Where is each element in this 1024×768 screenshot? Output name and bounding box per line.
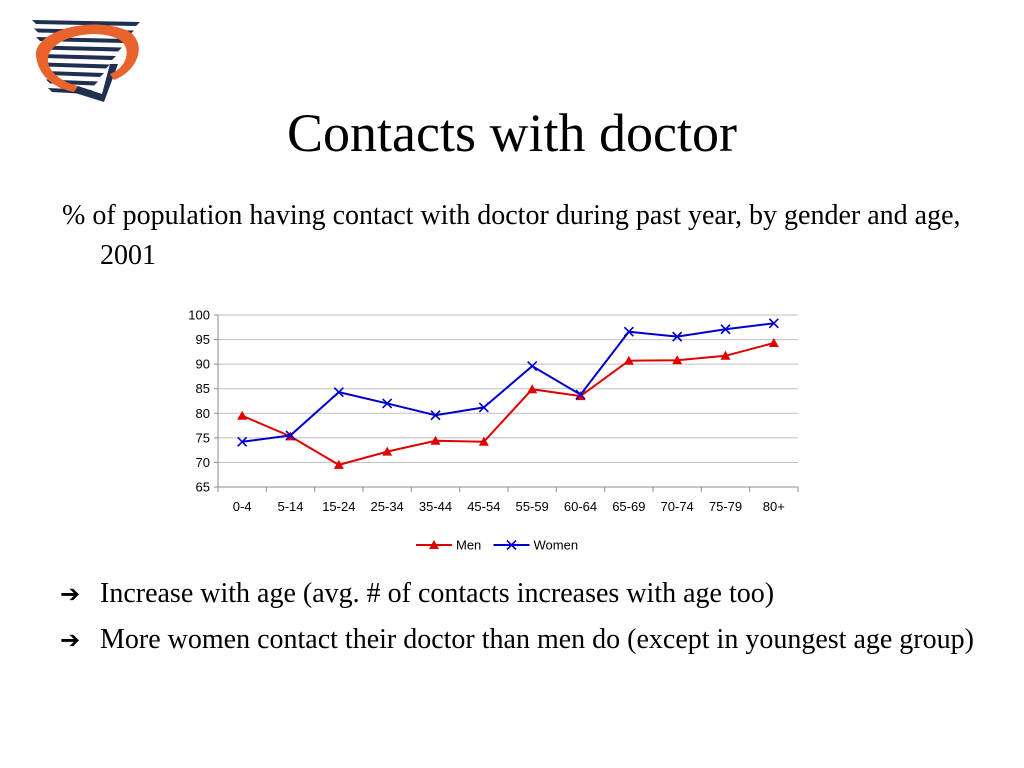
data-point (429, 540, 439, 549)
slide-title: Contacts with doctor (287, 103, 737, 163)
data-point (382, 446, 393, 456)
logo-stripe (72, 64, 118, 102)
data-point (623, 355, 634, 365)
data-point (237, 436, 248, 447)
logo-stripe (44, 71, 104, 77)
logo-stripe (40, 54, 116, 60)
x-tick-label: 55-59 (516, 499, 549, 514)
chart-grid (218, 314, 798, 488)
x-tick-label: 80+ (763, 499, 785, 514)
series-line (242, 322, 774, 443)
bullet-text: Increase with age (avg. # of contacts in… (100, 578, 775, 609)
logo-stripe (32, 20, 140, 26)
series-line (241, 342, 775, 466)
bullet-text: More women contact their doctor than men… (100, 624, 974, 655)
data-point (672, 355, 683, 365)
data-point (768, 338, 779, 348)
chart-legend: Men Women (416, 538, 578, 553)
logo-stripe (38, 45, 122, 52)
right-arrow-icon: ➔ (60, 580, 81, 608)
x-tick-label: 5-14 (277, 499, 303, 514)
data-point (506, 539, 517, 551)
y-axis: 65 70 75 80 85 90 95 100 (188, 308, 219, 495)
x-tick-label: 70-74 (661, 499, 694, 514)
data-point (672, 331, 683, 342)
x-tick-label: 45-54 (467, 499, 500, 514)
data-point (478, 402, 489, 413)
x-tick-label: 25-34 (371, 499, 404, 514)
data-point (768, 318, 779, 329)
chart-series (237, 318, 779, 469)
legend-label: Men (456, 538, 481, 553)
series-women (237, 318, 779, 447)
data-point (430, 435, 441, 445)
bullet-list: ➔ Increase with age (avg. # of contacts … (60, 574, 980, 666)
bullet-item: ➔ Increase with age (avg. # of contacts … (60, 574, 980, 614)
x-tick-label: 35-44 (419, 499, 452, 514)
y-tick-label: 95 (196, 332, 210, 347)
logo-ring-icon (35, 24, 139, 92)
y-tick-label: 65 (196, 480, 210, 495)
legend-label: Women (534, 538, 579, 553)
y-tick-label: 70 (196, 455, 210, 470)
data-point (333, 459, 344, 469)
data-point (527, 384, 538, 394)
series-men (237, 338, 779, 469)
y-tick-label: 100 (188, 308, 210, 323)
logo-stripe (42, 62, 110, 69)
y-tick-label: 75 (196, 430, 210, 445)
legend-item: Women (493, 538, 579, 553)
data-point (478, 436, 489, 446)
data-point (333, 387, 344, 398)
x-tick-label: 60-64 (564, 499, 597, 514)
data-point (285, 430, 296, 441)
right-arrow-icon: ➔ (60, 626, 81, 654)
data-point (575, 389, 586, 400)
data-point (720, 324, 731, 335)
data-point (623, 326, 634, 337)
line-chart: 65 70 75 80 85 90 95 100 0-4 5-14 15-24 25-34 35-44… (188, 308, 799, 553)
data-point (527, 361, 538, 372)
x-axis: 0-4 5-14 15-24 25-34 35-44 45-54 55-59 60-64 65-… (217, 486, 799, 514)
data-point (430, 410, 441, 421)
x-tick-label: 15-24 (322, 499, 355, 514)
legend-item: Men (416, 538, 481, 553)
data-point (720, 350, 731, 360)
bullet-item: ➔ More women contact their doctor than m… (60, 620, 980, 660)
y-tick-label: 80 (196, 406, 210, 421)
x-tick-label: 65-69 (612, 499, 645, 514)
x-tick-label: 75-79 (709, 499, 742, 514)
x-tick-label: 0-4 (233, 499, 252, 514)
data-point (382, 398, 393, 409)
y-tick-label: 90 (196, 357, 210, 372)
y-tick-label: 85 (196, 381, 210, 396)
slide-subtitle: % of population having contact with doct… (62, 200, 961, 271)
logo (32, 20, 140, 102)
data-point (237, 410, 248, 420)
